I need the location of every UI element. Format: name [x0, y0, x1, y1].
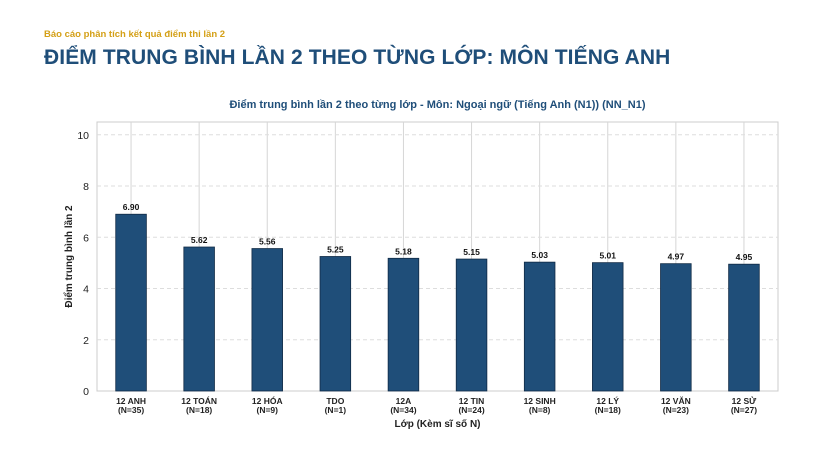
bar [592, 262, 624, 392]
page-title: ĐIỂM TRUNG BÌNH LẦN 2 THEO TỪNG LỚP: MÔN… [44, 46, 671, 69]
x-tick-label: TDO [326, 396, 344, 406]
bar [660, 263, 692, 392]
y-axis-ticks: 0 2 4 6 8 10 [77, 130, 89, 398]
chart-title: Điểm trung bình lần 2 theo từng lớp - Mô… [229, 99, 645, 111]
x-tick-sublabel: (N=24) [458, 405, 484, 415]
x-tick-label: 12 TOÁN [181, 396, 217, 406]
bar [251, 248, 283, 392]
x-tick-sublabel: (N=18) [595, 405, 621, 415]
x-tick-sublabel: (N=23) [663, 405, 689, 415]
y-tick-label: 4 [83, 284, 89, 296]
x-tick-label: 12A [396, 396, 412, 406]
bar-value-label: 4.95 [736, 252, 753, 262]
x-tick-sublabel: (N=18) [186, 405, 212, 415]
y-tick-label: 10 [77, 130, 89, 142]
x-tick-label: 12 HÓA [252, 395, 283, 406]
bar-value-label: 5.18 [395, 246, 412, 256]
x-axis-title: Lớp (Kèm sĩ số N) [394, 418, 480, 430]
bars-group: 6.90 5.62 5.56 5.25 5.18 5.15 5.03 5.01 4.97 4.95 [115, 202, 760, 392]
x-tick-sublabel: (N=1) [325, 405, 347, 415]
x-tick-sublabel: (N=35) [118, 405, 144, 415]
x-tick-label: 12 ANH [116, 396, 146, 406]
bar [319, 256, 352, 392]
x-axis-labels: 12 ANH(N=35)12 TOÁN(N=18)12 HÓA(N=9)TDO(… [116, 395, 757, 415]
x-tick-label: 12 LÝ [596, 395, 619, 406]
x-tick-sublabel: (N=27) [731, 405, 757, 415]
x-tick-sublabel: (N=9) [257, 405, 279, 415]
bar-value-label: 5.15 [463, 247, 480, 257]
bar-value-label: 5.25 [327, 245, 344, 255]
x-tick-label: 12 TIN [459, 396, 485, 406]
bar-value-label: 5.03 [531, 250, 548, 260]
x-tick-label: 12 VĂN [661, 396, 691, 406]
bar-value-label: 5.62 [191, 235, 208, 245]
bar [387, 257, 420, 392]
bar-value-label: 5.01 [599, 251, 616, 261]
bar [183, 246, 215, 392]
bar [455, 258, 488, 392]
bar-value-label: 5.56 [259, 237, 276, 247]
x-tick-label: 12 SỬ [732, 395, 757, 406]
x-tick-label: 12 SINH [524, 396, 556, 406]
y-tick-label: 0 [83, 386, 89, 398]
bar [523, 261, 556, 392]
bar [115, 213, 147, 392]
y-tick-label: 2 [83, 335, 89, 347]
report-kicker: Báo cáo phân tích kết quả điểm thi lần 2 [44, 29, 226, 40]
y-tick-label: 8 [83, 181, 89, 193]
x-tick-sublabel: (N=8) [529, 405, 551, 415]
x-tick-sublabel: (N=34) [390, 405, 416, 415]
bar-value-label: 6.90 [123, 202, 140, 212]
bar [728, 263, 760, 392]
y-tick-label: 6 [83, 232, 89, 244]
bar-value-label: 4.97 [668, 252, 685, 262]
y-axis-title: Điểm trung bình lần 2 [63, 205, 75, 308]
